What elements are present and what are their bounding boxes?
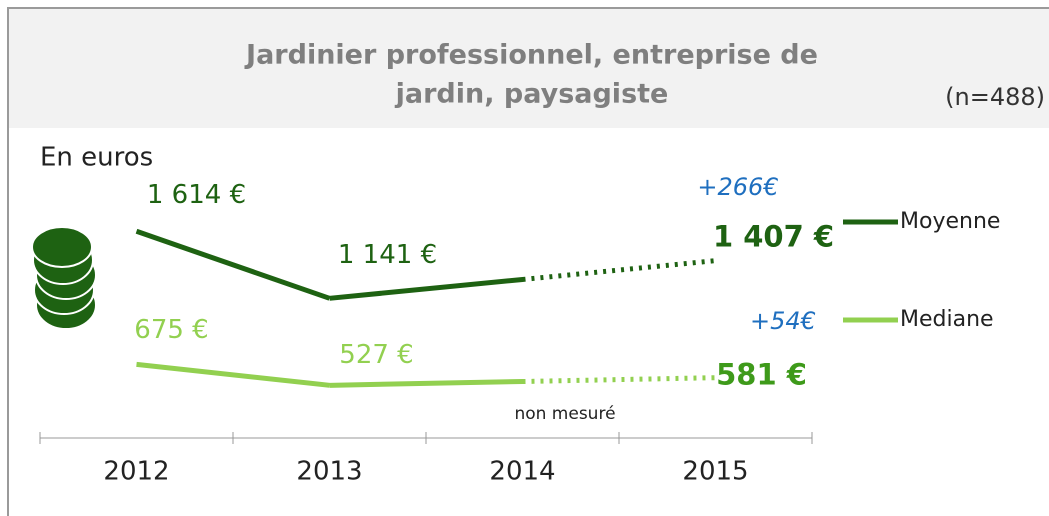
data-label: 581 €: [716, 358, 807, 392]
chart-title: Jardinier professionnel, entreprise de: [244, 40, 818, 71]
series-line: [135, 228, 331, 301]
x-tick-label: 2012: [103, 457, 169, 487]
data-label: 1 614 €: [147, 180, 246, 210]
chart-title: jardin, paysagiste: [395, 79, 669, 110]
data-label: 1 407 €: [713, 220, 834, 254]
change-label: +54€: [750, 307, 816, 335]
legend-label: Mediane: [900, 307, 994, 332]
coin-icon: [31, 226, 97, 330]
series-line: [329, 258, 716, 301]
series-line: [136, 361, 330, 388]
data-label: 1 141 €: [338, 240, 437, 270]
legend-label: Moyenne: [900, 209, 1000, 234]
header-band: [9, 9, 1049, 128]
data-label: 527 €: [339, 340, 413, 370]
sample-size: (n=488): [945, 83, 1045, 111]
data-label: 675 €: [134, 315, 208, 345]
annotation: non mesuré: [514, 404, 615, 424]
x-tick-label: 2013: [296, 457, 362, 487]
series-line: [329, 375, 716, 388]
unit-label: En euros: [40, 143, 153, 173]
x-tick-label: 2014: [489, 457, 555, 487]
change-label: +266€: [697, 173, 778, 201]
x-tick-label: 2015: [682, 457, 748, 487]
